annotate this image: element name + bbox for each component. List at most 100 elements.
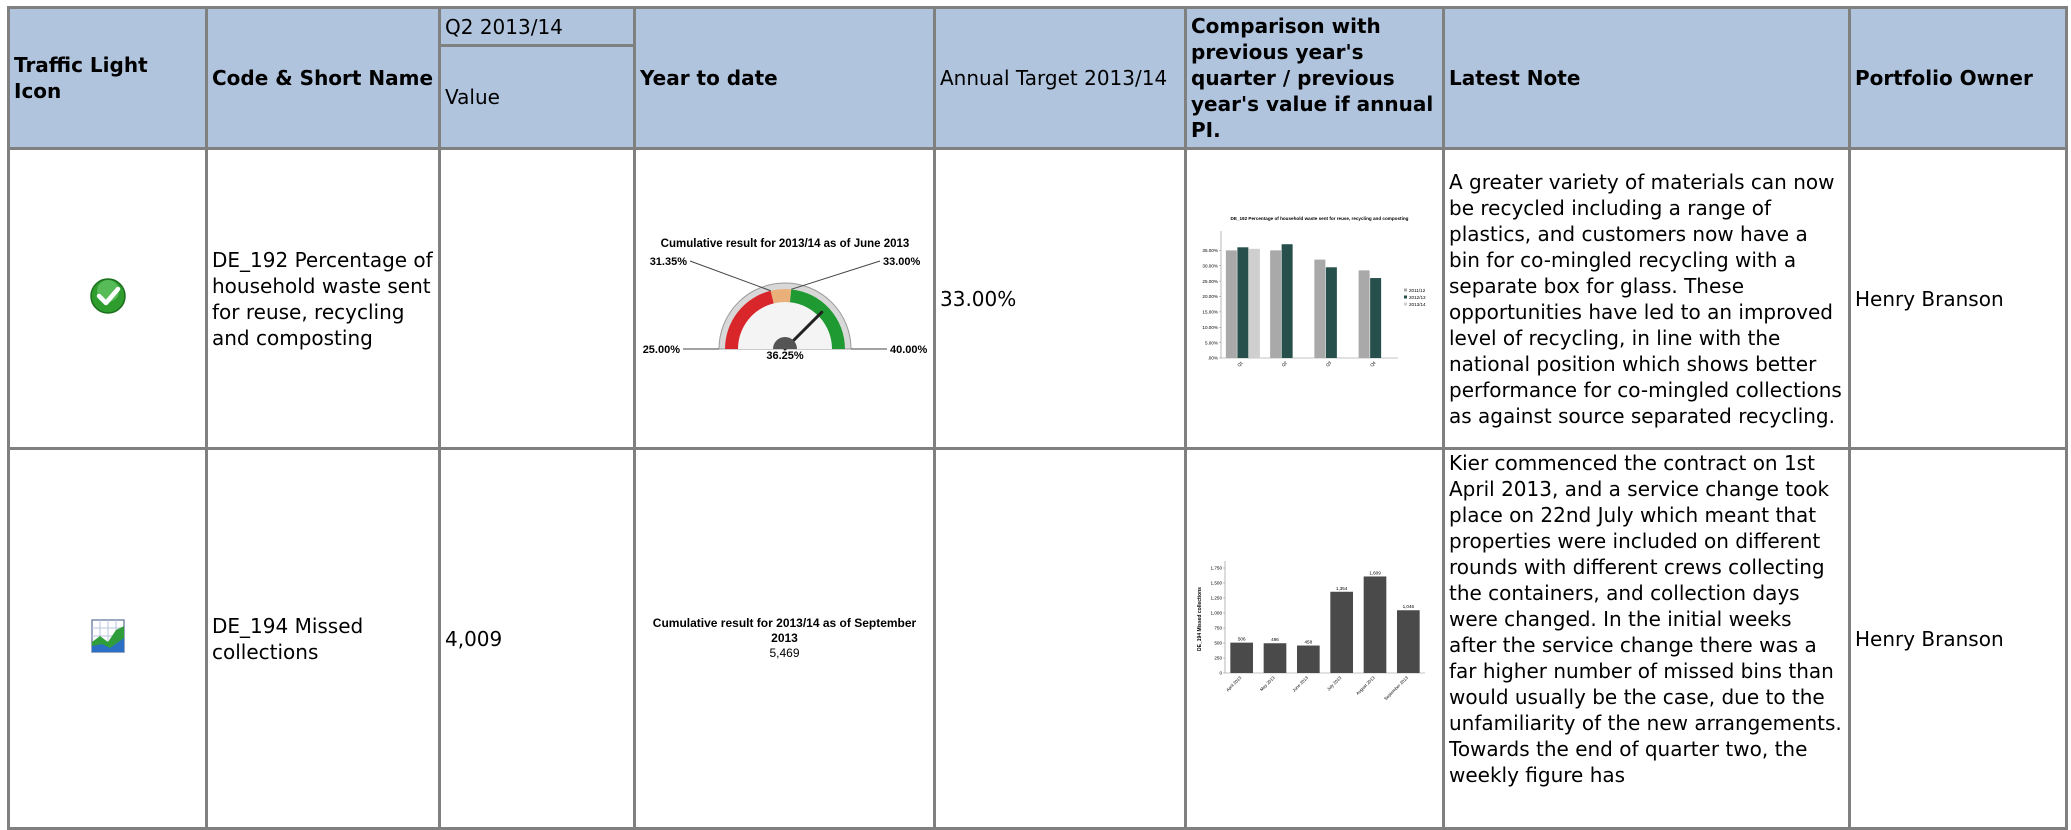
bar [1325,267,1337,358]
gauge-value-label: 36.25% [766,350,804,361]
gauge-limit-label: 25.00% [643,344,681,356]
x-tick-label: August 2013 [1355,674,1376,695]
x-tick-label: May 2013 [1258,674,1275,691]
comparison-chart: DE_192 Percentage of household waste sen… [1202,216,1426,368]
chart-cell: DE_194 Missed collections 0 250 500 750 1,000… [1184,447,1445,830]
y-tick-label: 15.00% [1202,310,1218,315]
x-tick-label: Q2 [1280,360,1288,368]
latest-note: Kier commenced the contract on 1st April… [1442,447,1851,830]
annual-target: 33.00% [933,147,1187,450]
value-label: 1,354 [1335,585,1347,590]
y-tick-label: 500 [1214,640,1222,645]
y-tick-label: 20.00% [1202,294,1218,299]
legend-swatch [1403,288,1407,292]
value-cell [438,147,636,450]
gauge-hub [773,336,797,349]
header-cell: Year to date [633,6,936,150]
value-label: 1,609 [1369,570,1381,575]
annual-target [933,447,1187,830]
y-tick-label: 10.00% [1202,325,1218,330]
header-cell: Traffic Light Icon [7,6,208,150]
bar [1363,575,1386,673]
bar [1396,609,1420,673]
y-tick-label: 0 [1219,670,1222,675]
y-tick-label: 1,250 [1210,595,1222,600]
gauge: Cumulative result for 2013/14 as of June… [643,238,928,362]
status-icon [90,618,125,653]
y-tick-label: 1,500 [1210,580,1222,585]
bar [1263,642,1286,673]
x-tick-label: Q1 [1236,360,1244,368]
ytd-cell: Cumulative result for 2013/14 as of Sept… [633,447,936,830]
gauge-band [725,290,774,349]
legend-label: 2013/14 [1409,302,1426,307]
x-tick-label: June 2013 [1291,674,1309,692]
portfolio-owner: Henry Branson [1848,447,2068,830]
x-tick-label: Q3 [1324,360,1332,368]
gauge-band [770,288,792,303]
y-axis-label: DE_194 Missed collections [1197,586,1203,650]
value-label: 496 [1271,637,1279,642]
chart-title: DE_192 Percentage of household waste sen… [1230,216,1408,221]
kpi-table: Traffic Light Icon Code & Short Name Q2 … [7,6,2068,830]
x-tick-label: July 2013 [1325,674,1342,691]
bar [1313,259,1325,358]
header-cell: Comparison with previous year's quarter … [1184,6,1445,150]
ytd-cell: Cumulative result for 2013/14 as of June… [633,147,936,450]
gauge-leader [689,260,771,291]
gauge-limit-label: 40.00% [890,344,928,356]
header-cell: Annual Target 2013/14 [933,6,1187,150]
gauge-threshold-label: 31.35% [650,256,688,268]
y-tick-label: 5.00% [1204,340,1217,345]
status-icon [89,277,126,314]
portfolio-owner: Henry Branson [1848,147,2068,450]
bar [1236,247,1248,358]
chart-cell: DE_192 Percentage of household waste sen… [1184,147,1445,450]
gauge-leader [791,260,881,290]
bar [1369,278,1381,358]
comparison-chart: DE_194 Missed collections 0 250 500 750 1,000… [1197,560,1425,701]
icon-cell [7,447,208,830]
gauge-threshold-label: 33.00% [883,256,921,268]
note-text: Kier commenced the contract on 1st April… [1449,451,1842,788]
legend-swatch [1403,302,1407,306]
y-tick-label: 750 [1214,625,1222,630]
gauge-title: Cumulative result for 2013/14 as of June… [661,238,910,250]
header-cell: Code & Short Name [205,6,441,150]
bar [1329,591,1353,673]
x-tick-label: Q4 [1368,360,1376,368]
legend-swatch [1403,295,1407,299]
legend-label: 2011/12 [1409,288,1426,293]
y-tick-label: 35.00% [1202,248,1218,253]
bar [1358,270,1370,358]
y-tick-label: 30.00% [1202,263,1218,268]
y-tick-label: 25.00% [1202,279,1218,284]
code-name: DE_192 Percentage of household waste sen… [205,147,441,450]
gauge-band [789,288,845,349]
x-tick-label: September 2013 [1383,674,1409,700]
y-tick-label: 250 [1214,655,1222,660]
y-tick-label: 1,750 [1210,565,1222,570]
legend-label: 2012/13 [1409,295,1426,300]
header-cell: Q2 2013/14 [438,6,636,47]
ytd-summary: Cumulative result for 2013/14 as of Sept… [640,616,929,661]
y-tick-label: .00% [1207,356,1217,361]
code-name: DE_194 Missed collections [205,447,441,830]
header-cell: Portfolio Owner [1848,6,2068,150]
header-cell: Value [438,44,636,150]
value-label: 458 [1304,639,1312,644]
latest-note: A greater variety of materials can now b… [1442,147,1851,450]
bar [1281,244,1293,358]
y-tick-label: 1,000 [1210,610,1222,615]
bar [1269,250,1281,358]
value-cell: 4,009 [438,447,636,830]
icon-cell [7,147,208,450]
bar [1225,250,1237,358]
header-cell: Latest Note [1442,6,1851,150]
bar [1229,642,1253,673]
value-label: 1,046 [1402,604,1414,609]
x-tick-label: April 2013 [1225,674,1243,692]
bar [1296,645,1320,673]
ytd-value: 5,469 [769,646,800,660]
